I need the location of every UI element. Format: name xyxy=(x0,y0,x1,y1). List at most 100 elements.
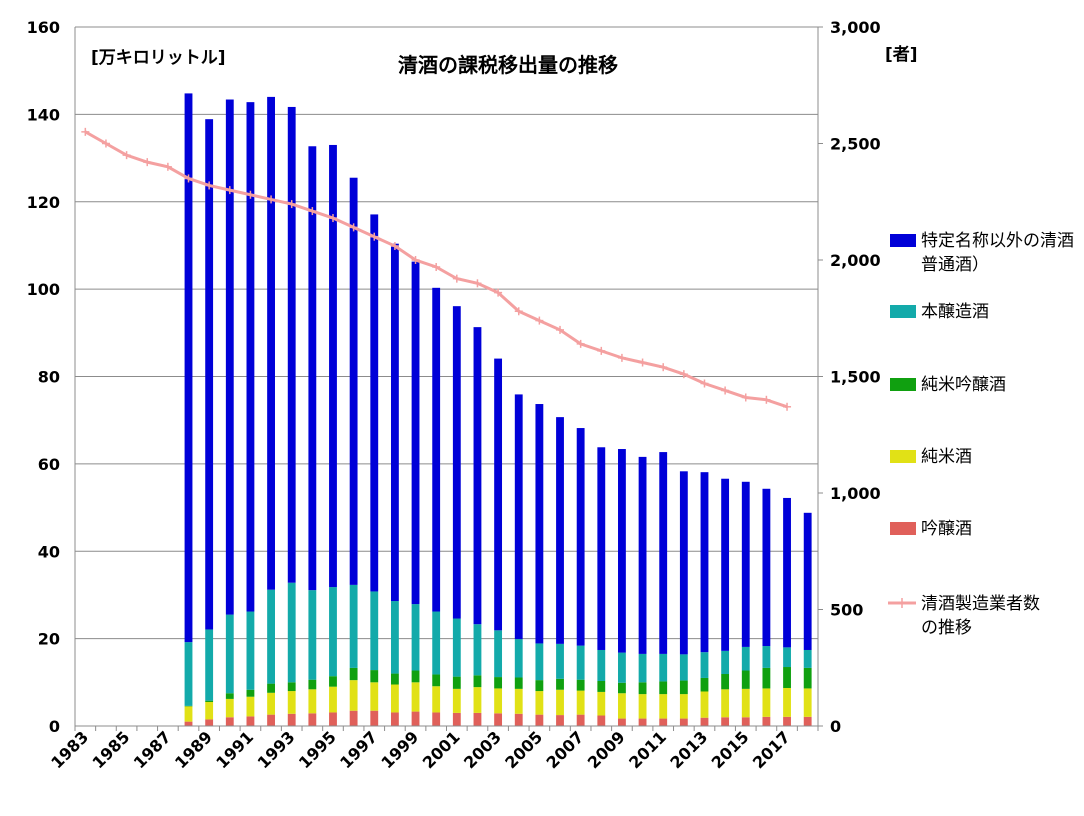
legend-swatch xyxy=(890,522,916,535)
bar-segment xyxy=(804,717,812,726)
bar-segment xyxy=(597,447,605,650)
bar-segment xyxy=(804,650,812,668)
bar-segment xyxy=(742,689,750,717)
bar-segment xyxy=(618,693,626,718)
bar-segment xyxy=(639,682,647,694)
bar-segment xyxy=(432,288,440,612)
bar-segment xyxy=(597,716,605,726)
right-tick-label: 0 xyxy=(830,717,841,736)
bar-segment xyxy=(639,457,647,654)
bar-segment xyxy=(370,214,378,591)
bar-segment xyxy=(350,680,358,711)
bar-segment xyxy=(659,452,667,654)
bar-segment xyxy=(762,489,770,646)
right-tick-label: 2,000 xyxy=(830,251,881,270)
bar-segment xyxy=(618,653,626,683)
bar-segment xyxy=(288,583,296,683)
bar-segment xyxy=(639,719,647,726)
bar-segment xyxy=(535,404,543,643)
bar-segment xyxy=(308,689,316,713)
left-axis-unit: [万キロリットル] xyxy=(91,48,226,68)
legend-label: 特定名称以外の清酒（ xyxy=(921,231,1084,251)
bar-segment xyxy=(267,693,275,715)
bar-segment xyxy=(742,647,750,671)
bar-segment xyxy=(515,678,523,689)
bar-segment xyxy=(474,713,482,726)
bar-segment xyxy=(535,691,543,715)
bar-segment xyxy=(535,715,543,726)
bar-segment xyxy=(556,644,564,679)
bar-segment xyxy=(597,692,605,716)
left-tick-label: 140 xyxy=(27,105,60,124)
bar-segment xyxy=(556,679,564,690)
bar-segment xyxy=(515,639,523,677)
bar-segment xyxy=(412,262,420,605)
bar-segment xyxy=(701,691,709,717)
bar-segment xyxy=(494,359,502,631)
bar-segment xyxy=(329,587,337,676)
bar-segment xyxy=(680,719,688,726)
bar-segment xyxy=(329,712,337,726)
bar-segment xyxy=(391,601,399,674)
right-axis-unit: [者] xyxy=(885,44,918,65)
bar-segment xyxy=(535,680,543,691)
bar-segment xyxy=(556,715,564,726)
bar-segment xyxy=(639,654,647,682)
bar-segment xyxy=(453,619,461,677)
chart-title: 清酒の課税移出量の推移 xyxy=(398,53,618,77)
bar-segment xyxy=(247,716,255,726)
right-tick-label: 1,000 xyxy=(830,484,881,503)
bar-segment xyxy=(432,712,440,726)
bar-segment xyxy=(288,714,296,726)
left-tick-label: 20 xyxy=(38,630,60,649)
bar-segment xyxy=(267,97,275,590)
bar-segment xyxy=(742,482,750,647)
legend-label: 純米酒 xyxy=(921,447,972,467)
bar-segment xyxy=(804,513,812,650)
legend-label: 普通酒） xyxy=(921,255,989,275)
bar-segment xyxy=(329,687,337,713)
left-tick-label: 120 xyxy=(27,193,60,212)
bar-segment xyxy=(659,719,667,726)
bar-segment xyxy=(577,428,585,646)
bar-segment xyxy=(680,654,688,680)
bar-segment xyxy=(226,615,234,694)
bar-segment xyxy=(783,667,791,688)
bar-segment xyxy=(453,306,461,618)
bar-segment xyxy=(515,714,523,726)
left-tick-label: 80 xyxy=(38,368,60,387)
bar-segment xyxy=(412,682,420,711)
left-tick-label: 60 xyxy=(38,455,60,474)
legend-label: 本醸造酒 xyxy=(921,302,989,322)
legend-label: の推移 xyxy=(921,618,972,638)
bar-segment xyxy=(205,702,213,719)
legend-swatch xyxy=(890,450,916,463)
bar-segment xyxy=(288,107,296,583)
bar-segment xyxy=(185,722,193,726)
legend-label: 清酒製造業者数 xyxy=(921,594,1040,614)
bar-segment xyxy=(721,674,729,689)
bar-segment xyxy=(474,687,482,713)
bar-segment xyxy=(226,100,234,615)
bar-segment xyxy=(680,471,688,654)
bar-segment xyxy=(474,675,482,687)
bar-segment xyxy=(370,711,378,726)
legend-label: 吟醸酒 xyxy=(921,519,972,539)
bar-segment xyxy=(494,688,502,713)
bar-segment xyxy=(659,694,667,718)
bar-segment xyxy=(205,701,213,702)
bar-segment xyxy=(391,674,399,685)
bar-segment xyxy=(370,682,378,710)
bar-segment xyxy=(205,719,213,726)
bar-segment xyxy=(783,647,791,667)
bar-segment xyxy=(535,643,543,680)
bar-segment xyxy=(804,668,812,689)
bar-segment xyxy=(185,642,193,706)
bar-segment xyxy=(350,585,358,668)
bar-segment xyxy=(474,327,482,624)
bar-segment xyxy=(618,683,626,693)
bar-segment xyxy=(515,394,523,639)
bar-segment xyxy=(412,604,420,670)
